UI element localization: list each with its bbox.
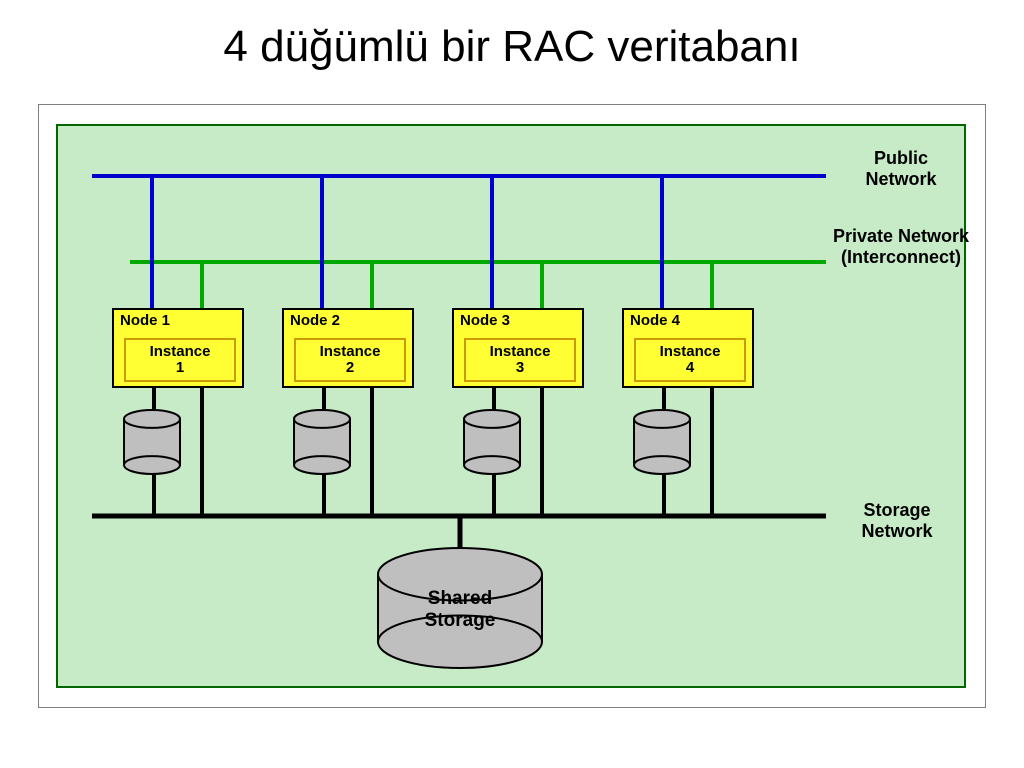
shared-storage-label: SharedStorage [378, 588, 542, 632]
instance-box: Instance4 [634, 338, 746, 382]
storage-network-label: Storage Network [832, 500, 962, 541]
private-network-label: Private Network (Interconnect) [822, 226, 980, 267]
instance-box: Instance1 [124, 338, 236, 382]
node-box: Node 3 Instance3 [452, 308, 584, 388]
node-box: Node 1 Instance1 [112, 308, 244, 388]
instance-box: Instance3 [464, 338, 576, 382]
node-box: Node 2 Instance2 [282, 308, 414, 388]
node-title: Node 3 [454, 310, 582, 331]
node-box: Node 4 Instance4 [622, 308, 754, 388]
node-title: Node 4 [624, 310, 752, 331]
node-title: Node 1 [114, 310, 242, 331]
instance-box: Instance2 [294, 338, 406, 382]
public-network-label: Public Network [836, 148, 966, 189]
node-title: Node 2 [284, 310, 412, 331]
